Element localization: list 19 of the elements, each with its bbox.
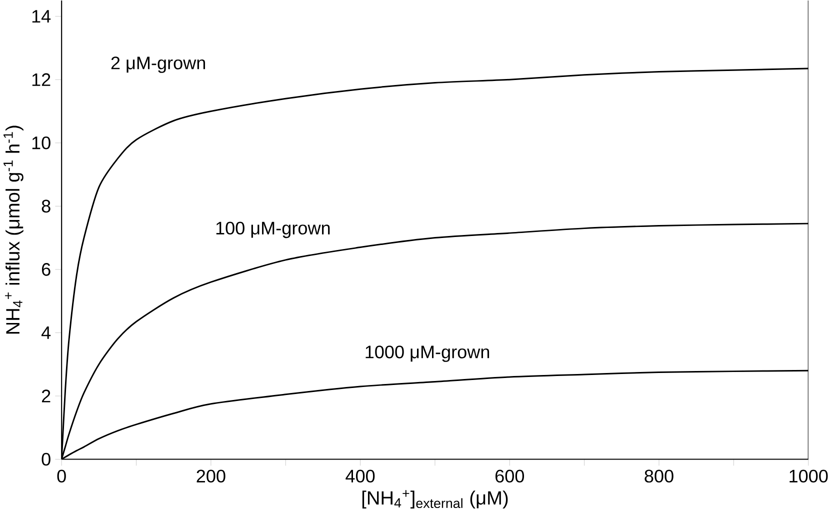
y-tick-label: 2	[42, 390, 50, 402]
x-tick-label: 400	[346, 470, 375, 483]
y-axis-title: NH$_{4}$$^{+}$ influx (μmol g$^{-1}$ h$^{-1}$)	[4, 126, 24, 334]
y-tick-label: 0	[42, 452, 50, 466]
x-tick-label: 600	[495, 470, 524, 483]
y-tick-label: 6	[42, 263, 50, 276]
x-tick-label: 0	[57, 470, 66, 483]
y-tick-label: 8	[42, 200, 50, 213]
x-tick-label: 1000	[790, 470, 828, 483]
x-axis-title: [NH$_{4}$$^{+}$]$_{external}$ (μM)	[362, 490, 508, 508]
y-tick-label: 14	[32, 10, 51, 23]
x-tick-label: 200	[196, 470, 226, 483]
series-label: 1000 μM-grown	[366, 346, 490, 362]
y-tick-label: 10	[32, 136, 50, 150]
y-tick-label: 12	[32, 73, 50, 86]
series-label: 100 μM-grown	[216, 222, 330, 238]
text: 2 μM-grown	[111, 56, 206, 73]
y-tick-label: 4	[41, 326, 51, 339]
x-tick-label: 800	[644, 470, 674, 483]
